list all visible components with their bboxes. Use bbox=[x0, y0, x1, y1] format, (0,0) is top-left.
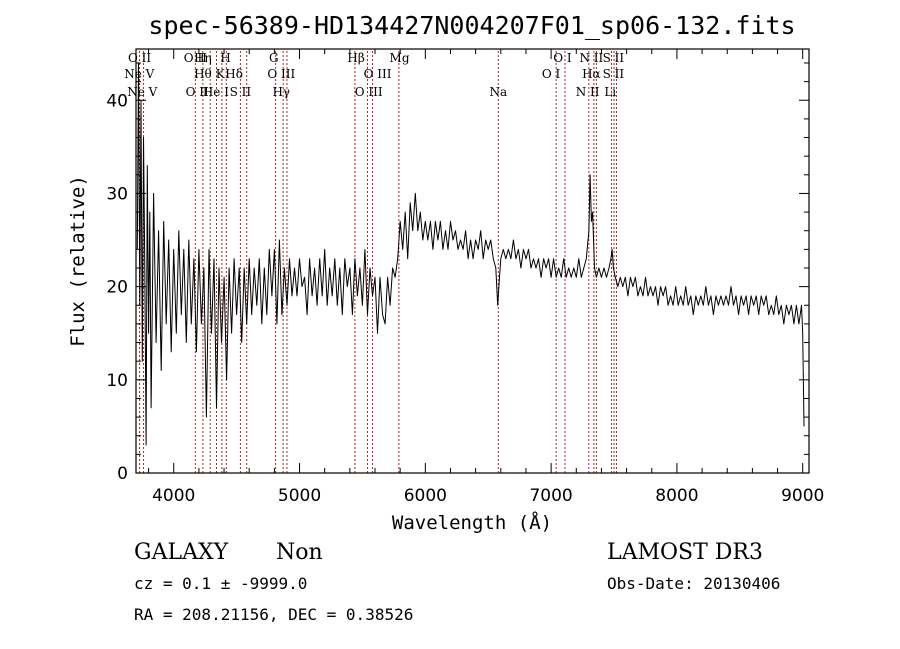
spectral-line-label: Hη bbox=[194, 51, 212, 65]
spectral-line-label: H bbox=[220, 51, 230, 65]
x-tick-label: 5000 bbox=[278, 486, 321, 506]
spectral-line-label: S II bbox=[230, 85, 252, 99]
spectral-line-label: N II bbox=[579, 51, 603, 65]
spectral-line-label: Ne V bbox=[124, 67, 154, 81]
y-tick-label: 30 bbox=[106, 184, 128, 204]
y-tick-label: 10 bbox=[106, 371, 128, 391]
spectral-line-label: O I bbox=[542, 67, 561, 81]
spectral-line-label: Hγ bbox=[272, 85, 290, 99]
spectrum-series bbox=[136, 62, 805, 446]
spectral-line-label: Hθ bbox=[194, 67, 212, 81]
obs-date: Obs-Date: 20130406 bbox=[607, 574, 780, 593]
spectral-line-label: Mg bbox=[390, 51, 410, 65]
spectral-line-label: Ne V bbox=[127, 85, 157, 99]
spectral-line-label: O III bbox=[355, 85, 383, 99]
spectral-line-label: Hβ bbox=[347, 51, 364, 65]
y-tick-label: 20 bbox=[106, 278, 128, 298]
spectral-line-label: O III bbox=[267, 67, 295, 81]
spectral-line-label: O III bbox=[364, 67, 392, 81]
spectral-line-label: O II bbox=[128, 51, 151, 65]
spectral-line-label: Li bbox=[604, 85, 616, 99]
spectral-line-label: S II bbox=[603, 67, 625, 81]
spectrum-line bbox=[136, 62, 805, 446]
object-subclass: Non bbox=[276, 540, 323, 565]
spectral-line-label: O I bbox=[553, 51, 572, 65]
x-tick-label: 9000 bbox=[781, 486, 824, 506]
spectral-line-label: Hα bbox=[582, 67, 601, 81]
x-axis-label: Wavelength (Å) bbox=[392, 511, 552, 534]
plot-frame bbox=[135, 48, 810, 474]
x-tick-label: 7000 bbox=[529, 486, 572, 506]
x-tick-label: 6000 bbox=[404, 486, 447, 506]
y-axis-label: Flux (relative) bbox=[67, 175, 89, 347]
spectral-line-label: He I bbox=[203, 85, 229, 99]
redshift-cz: cz = 0.1 ± -9999.0 bbox=[134, 574, 307, 593]
x-axis-ticks: 4000 5000 6000 7000 8000 9000 bbox=[148, 49, 824, 506]
survey-name: LAMOST DR3 bbox=[607, 540, 763, 565]
ra-dec: RA = 208.21156, DEC = 0.38526 bbox=[134, 605, 413, 624]
spectral-line-label: N II bbox=[576, 85, 600, 99]
spectral-line-label: K bbox=[216, 67, 226, 81]
y-tick-label: 0 bbox=[117, 464, 128, 484]
spectral-line-label: Hδ bbox=[225, 67, 243, 81]
y-tick-label: 40 bbox=[106, 91, 128, 111]
y-axis-ticks: 0 10 20 30 40 bbox=[106, 62, 809, 484]
spectral-line-label: O II bbox=[186, 85, 209, 99]
spectral-line-label: S II bbox=[603, 51, 625, 65]
spectral-line-label: G bbox=[269, 51, 279, 65]
x-tick-label: 4000 bbox=[152, 486, 195, 506]
chart-title: spec-56389-HD134427N004207F01_sp06-132.f… bbox=[148, 11, 795, 40]
spectral-line-label: Na bbox=[489, 85, 507, 99]
spectral-line-label: O II bbox=[184, 51, 207, 65]
x-tick-label: 8000 bbox=[655, 486, 698, 506]
object-class: GALAXY bbox=[134, 540, 229, 565]
